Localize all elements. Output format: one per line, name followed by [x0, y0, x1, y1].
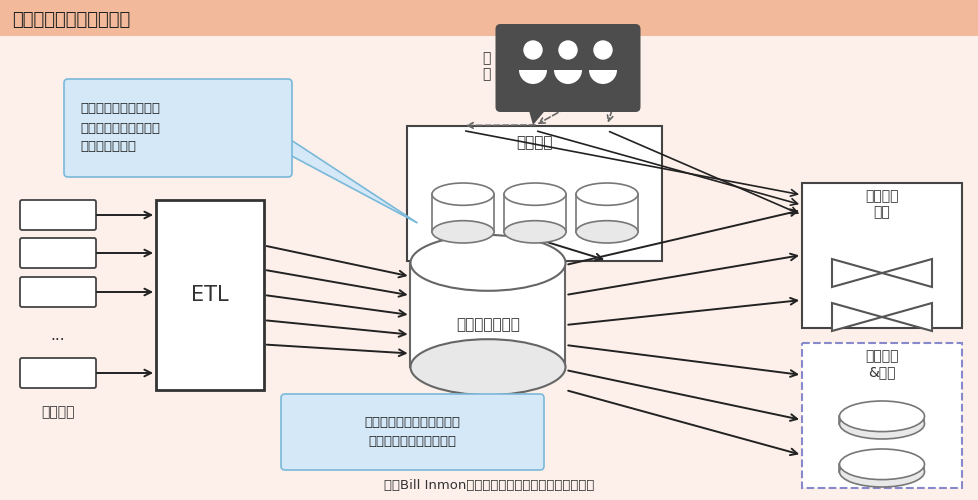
- Ellipse shape: [575, 183, 638, 206]
- FancyBboxPatch shape: [0, 0, 978, 36]
- FancyBboxPatch shape: [20, 200, 96, 230]
- FancyBboxPatch shape: [431, 194, 494, 232]
- FancyBboxPatch shape: [281, 394, 544, 470]
- Text: 原子的、采用第三范式建模
的、集成的企业数据仓库: 原子的、采用第三范式建模 的、集成的企业数据仓库: [364, 416, 460, 448]
- Text: 数据集市: 数据集市: [516, 135, 553, 150]
- FancyBboxPatch shape: [575, 194, 638, 232]
- FancyBboxPatch shape: [407, 126, 662, 260]
- Wedge shape: [589, 70, 616, 84]
- FancyBboxPatch shape: [801, 342, 961, 488]
- Circle shape: [523, 41, 542, 59]
- Polygon shape: [831, 303, 931, 331]
- Ellipse shape: [504, 183, 565, 206]
- FancyBboxPatch shape: [495, 24, 640, 112]
- Ellipse shape: [410, 339, 565, 395]
- FancyBboxPatch shape: [504, 194, 565, 232]
- Polygon shape: [288, 138, 417, 223]
- FancyBboxPatch shape: [410, 263, 565, 367]
- FancyBboxPatch shape: [839, 416, 923, 424]
- Circle shape: [558, 41, 576, 59]
- Text: ...: ...: [51, 328, 66, 342]
- Text: 部门级的数据，用于部
门级的数据分析（通常
采用维度建模）: 部门级的数据，用于部 门级的数据分析（通常 采用维度建模）: [80, 102, 159, 154]
- FancyBboxPatch shape: [20, 238, 96, 268]
- FancyBboxPatch shape: [20, 277, 96, 307]
- Polygon shape: [831, 259, 931, 287]
- Text: ETL: ETL: [191, 285, 229, 305]
- Ellipse shape: [410, 235, 565, 291]
- Polygon shape: [527, 107, 548, 125]
- Polygon shape: [366, 397, 467, 398]
- FancyBboxPatch shape: [20, 358, 96, 388]
- Text: 采用Bill Inmon建模理论的企业级数据仓库体系架构: 采用Bill Inmon建模理论的企业级数据仓库体系架构: [383, 479, 594, 492]
- Text: 数据分析
&挖掘: 数据分析 &挖掘: [865, 350, 898, 380]
- Ellipse shape: [575, 220, 638, 243]
- FancyBboxPatch shape: [64, 79, 291, 177]
- Ellipse shape: [431, 220, 494, 243]
- Wedge shape: [518, 70, 547, 84]
- FancyBboxPatch shape: [156, 200, 264, 390]
- Text: 企业级数据仓库: 企业级数据仓库: [456, 318, 519, 332]
- Text: 用
户: 用 户: [481, 51, 490, 81]
- Ellipse shape: [839, 408, 923, 439]
- Wedge shape: [554, 70, 581, 84]
- Circle shape: [594, 41, 611, 59]
- FancyBboxPatch shape: [801, 182, 961, 328]
- Text: 决策支持
系统: 决策支持 系统: [865, 190, 898, 220]
- Text: 操作系统: 操作系统: [41, 405, 74, 419]
- Text: 企业级数据仓库体系架构: 企业级数据仓库体系架构: [12, 11, 130, 29]
- Ellipse shape: [504, 220, 565, 243]
- Ellipse shape: [839, 456, 923, 487]
- Ellipse shape: [839, 449, 923, 480]
- Ellipse shape: [839, 401, 923, 432]
- Ellipse shape: [431, 183, 494, 206]
- FancyBboxPatch shape: [839, 464, 923, 471]
